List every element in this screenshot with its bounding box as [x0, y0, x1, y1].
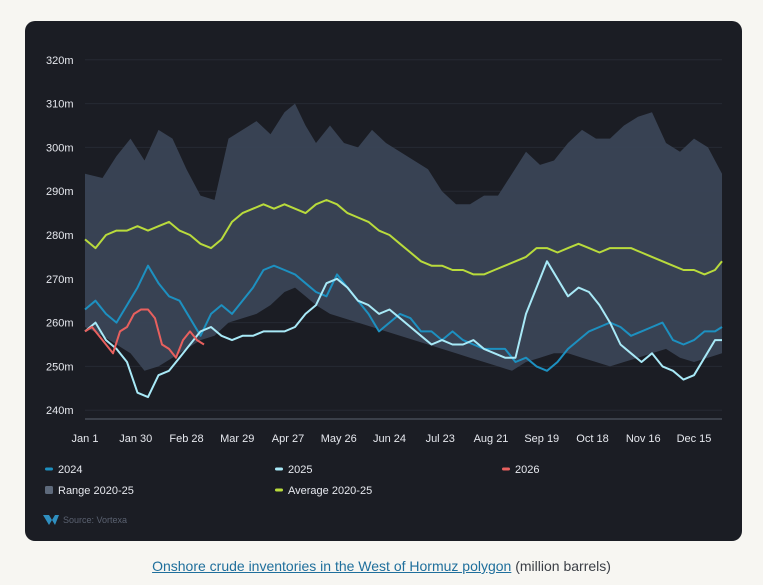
- legend-swatch: [275, 488, 283, 492]
- x-tick-label: Feb 28: [169, 433, 203, 445]
- range-band: [85, 103, 722, 371]
- x-tick-label: Aug 21: [474, 433, 509, 445]
- legend-label: 2026: [515, 464, 539, 476]
- series-line-average-2020-25: [84, 199, 723, 276]
- y-tick-label: 240m: [46, 405, 74, 417]
- x-tick-label: Nov 16: [626, 433, 661, 445]
- x-tick-label: Oct 18: [576, 433, 608, 445]
- chart: 240m 250m 260m 270m 280m 290m 300m 310m 320m Jan …: [43, 55, 723, 525]
- vortexa-logo-icon: [43, 515, 59, 525]
- series-line-2025: [84, 260, 722, 399]
- y-tick-label: 250m: [46, 361, 74, 373]
- legend-swatch: [275, 467, 283, 471]
- chart-card: 240m 250m 260m 270m 280m 290m 300m 310m 320m Jan …: [25, 21, 742, 541]
- legend-label: 2024: [58, 464, 82, 476]
- y-tick-label: 260m: [46, 318, 74, 330]
- x-tick-label: Jul 23: [426, 433, 455, 445]
- x-tick-label: Jun 24: [373, 433, 406, 445]
- y-tick-label: 290m: [46, 186, 74, 198]
- x-tick-label: Jan 1: [72, 433, 99, 445]
- legend-swatch: [45, 486, 53, 494]
- x-tick-label: Sep 19: [524, 433, 559, 445]
- x-tick-label: Dec 15: [677, 433, 712, 445]
- y-tick-label: 310m: [46, 99, 74, 111]
- x-tick-label: Mar 29: [220, 433, 254, 445]
- caption-units: (million barrels): [511, 558, 611, 574]
- figure-caption: Onshore crude inventories in the West of…: [0, 558, 763, 574]
- legend-label: 2025: [288, 464, 312, 476]
- source-label: Source: Vortexa: [63, 515, 127, 525]
- legend-swatch: [502, 467, 510, 471]
- x-tick-label: May 26: [321, 433, 357, 445]
- caption-link[interactable]: Onshore crude inventories in the West of…: [152, 558, 512, 574]
- y-tick-label: 320m: [46, 55, 74, 67]
- legend-swatch: [45, 467, 53, 471]
- legend-label: Range 2020-25: [58, 485, 134, 497]
- series-line-2024: [84, 264, 723, 372]
- y-tick-label: 300m: [46, 142, 74, 154]
- x-tick-label: Apr 27: [272, 433, 304, 445]
- y-tick-label: 280m: [46, 230, 74, 242]
- legend-label: Average 2020-25: [288, 485, 372, 497]
- x-tick-label: Jan 30: [119, 433, 152, 445]
- series-line-2026: [84, 308, 205, 359]
- y-tick-label: 270m: [46, 274, 74, 286]
